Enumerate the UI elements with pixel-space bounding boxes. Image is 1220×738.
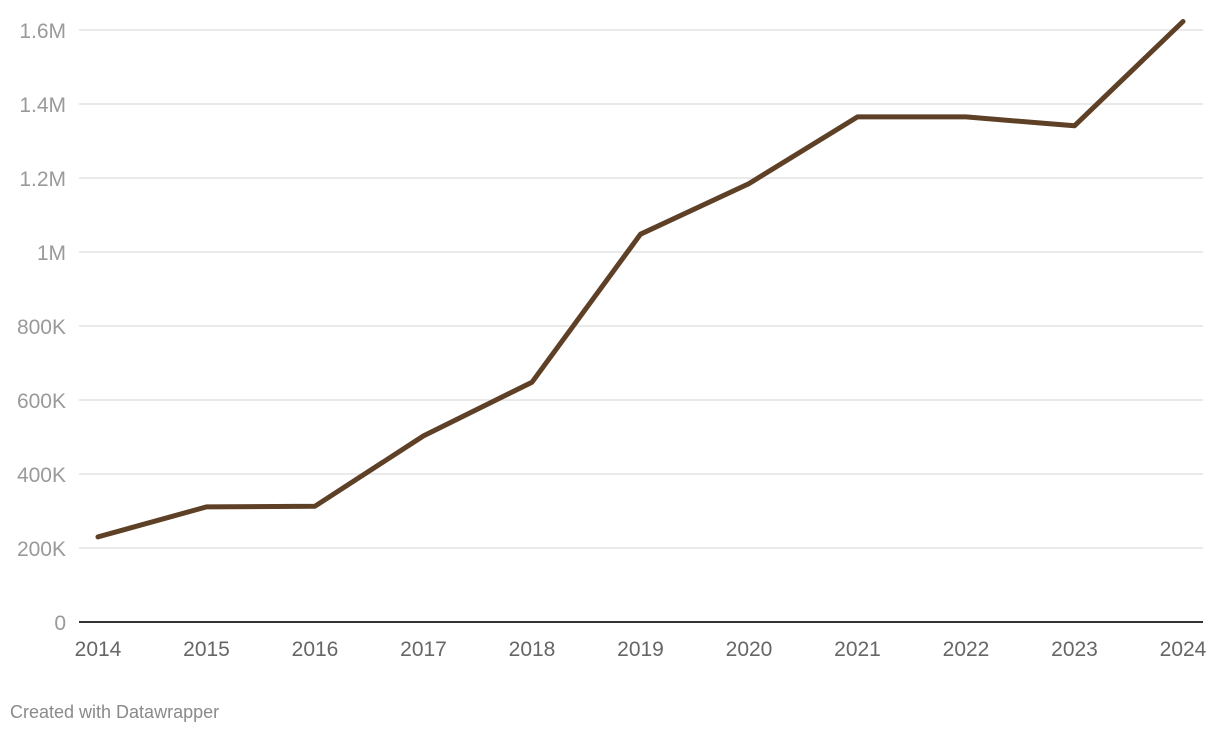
gridlines	[79, 29, 1203, 623]
y-tick-label: 800K	[17, 316, 66, 339]
x-tick-label: 2021	[834, 638, 881, 661]
x-tick-label: 2024	[1160, 638, 1207, 661]
x-tick-label: 2017	[400, 638, 447, 661]
y-tick-label: 1.6M	[19, 20, 66, 43]
x-tick-label: 2023	[1051, 638, 1098, 661]
y-tick-label: 400K	[17, 464, 66, 487]
x-tick-label: 2019	[617, 638, 664, 661]
y-tick-label: 1.4M	[19, 94, 66, 117]
x-tick-label: 2014	[75, 638, 122, 661]
y-tick-label: 1M	[37, 242, 66, 265]
datawrapper-credit: Created with Datawrapper	[10, 702, 220, 722]
x-tick-label: 2022	[943, 638, 990, 661]
y-axis-tick-labels: 0 200K 400K 600K 800K 1M 1.2M 1.4M 1.6M	[17, 20, 66, 635]
y-tick-label: 600K	[17, 390, 66, 413]
x-tick-label: 2020	[726, 638, 773, 661]
x-tick-label: 2018	[509, 638, 556, 661]
series-layer	[95, 19, 1186, 540]
y-tick-label: 1.2M	[19, 168, 66, 191]
x-tick-label: 2016	[292, 638, 339, 661]
y-tick-label: 200K	[17, 538, 66, 561]
x-axis-tick-labels: 2014 2015 2016 2017 2018 2019 2020 2021 2022 2023…	[75, 638, 1207, 661]
series-line	[95, 19, 1186, 540]
x-tick-label: 2015	[183, 638, 230, 661]
y-tick-label: 0	[54, 612, 66, 635]
